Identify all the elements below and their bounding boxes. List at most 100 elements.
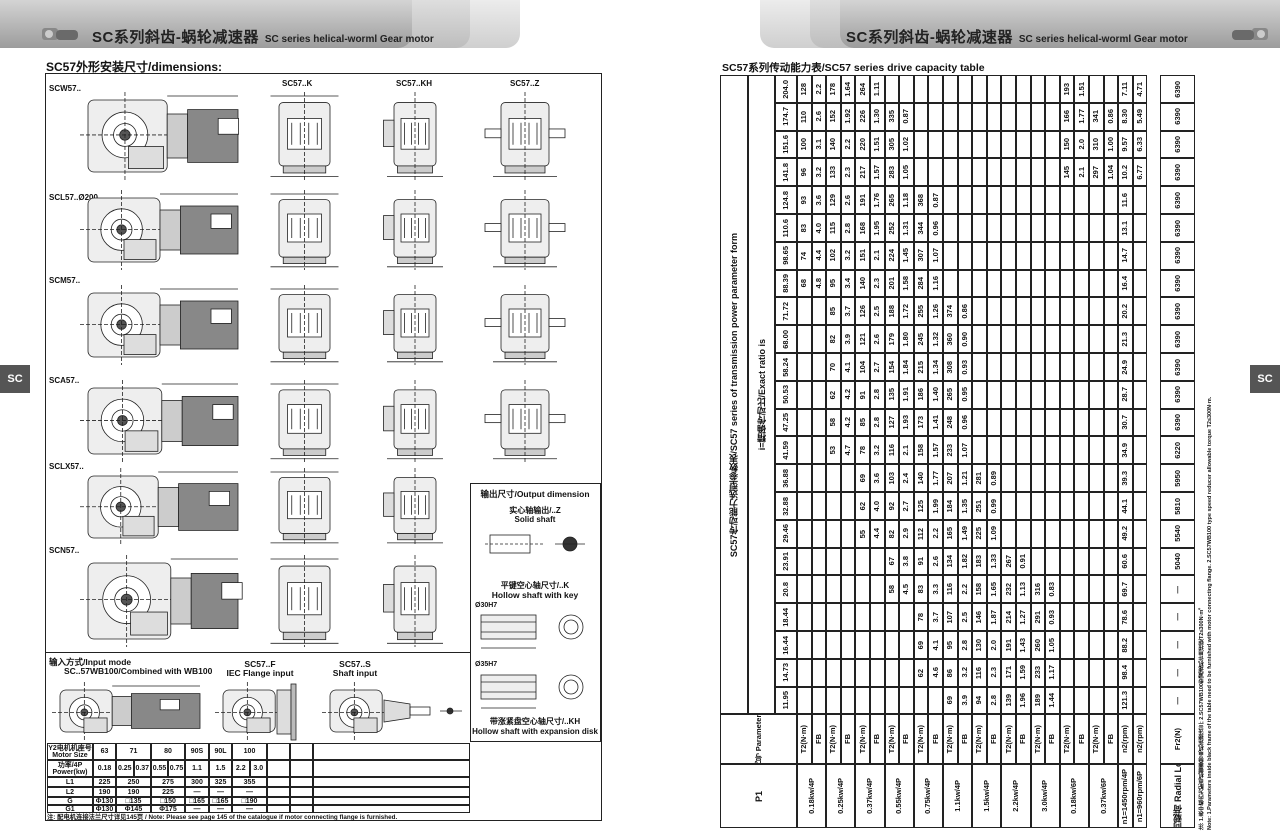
exact-ratio-label-text: i=精确传动比/Exact ratio is (756, 339, 767, 451)
data-cell: 224 (884, 241, 900, 270)
data-cell: 191 (855, 186, 870, 214)
data-cell (1089, 408, 1104, 437)
data-cell: 220 (855, 130, 870, 159)
data-cell-text: 2.6 (843, 194, 853, 206)
data-cell-text: 151 (857, 249, 867, 262)
data-cell: 49.2 (1118, 519, 1133, 548)
data-cell-text: 360 (945, 332, 955, 346)
radial-load-cell-text: — (1172, 613, 1182, 621)
parameter-label: T2(N·m) (855, 714, 870, 765)
radial-load-param-text: Fr2(N) (1172, 728, 1182, 751)
data-cell-text: 1.26 (930, 303, 940, 319)
parameter-label-text: FB (930, 734, 940, 745)
data-cell-text: 305 (886, 138, 896, 151)
data-cell: 1.32 (928, 325, 943, 353)
data-cell-text: 1.07 (959, 442, 969, 458)
parameter-label-text: T2(N·m) (945, 725, 955, 754)
ratio-cell: 204.0 (775, 75, 797, 103)
data-cell (1132, 658, 1148, 687)
radial-load-cell-text: 6390 (1172, 414, 1182, 431)
data-cell-text: 1.93 (901, 415, 911, 430)
data-cell (797, 686, 812, 715)
data-cell (972, 75, 987, 103)
capacity-table-title: SC57系列传动能力表/SC57 series drive capacity t… (722, 62, 985, 74)
data-cell (1103, 408, 1119, 437)
data-cell-text: 133 (828, 166, 838, 179)
data-cell (811, 464, 827, 492)
radial-load-cell: — (1160, 631, 1195, 659)
data-cell (1016, 325, 1031, 353)
data-cell-text: 4.7 (843, 445, 853, 456)
data-cell-text: 140 (857, 277, 867, 290)
data-cell: 215 (913, 353, 929, 381)
data-cell: 166 (1059, 102, 1075, 131)
data-cell (1074, 408, 1089, 437)
data-cell: 4.71 (1132, 75, 1148, 103)
data-cell (1016, 214, 1031, 242)
data-cell (1030, 325, 1046, 353)
data-cell (1059, 519, 1075, 548)
motor-power-cell: 0.25 (116, 760, 134, 777)
data-cell: 0.87 (928, 186, 943, 214)
data-cell (1016, 297, 1031, 326)
table-note-cn: 注: 1.表中框内为配电机需要带电机连接法兰; 2.SC57WB100型减速机许… (1199, 604, 1205, 830)
radial-load-cell-text: 6390 (1172, 275, 1182, 292)
data-cell: 151 (855, 241, 870, 270)
data-cell-text: 1.31 (901, 220, 911, 236)
data-cell-text: 95 (945, 640, 955, 650)
data-cell-text: 1.72 (901, 303, 911, 319)
data-cell: 93 (797, 186, 812, 214)
data-cell: 6.33 (1132, 130, 1148, 159)
data-cell-text: 39.3 (1120, 470, 1130, 486)
motor-g-cell: □190 (232, 797, 267, 805)
data-cell (1089, 519, 1104, 548)
motor-g-cell: Φ130 (93, 797, 116, 805)
data-cell: 78.6 (1118, 603, 1133, 631)
data-cell (1030, 214, 1046, 242)
data-cell: 24.9 (1118, 353, 1133, 381)
data-cell-text: 53 (828, 446, 838, 455)
data-cell: 3.8 (899, 547, 914, 576)
data-cell-text: 69 (857, 473, 867, 483)
data-cell (1045, 102, 1060, 131)
data-cell (811, 603, 827, 631)
data-cell: 3.9 (957, 686, 973, 715)
data-cell (1001, 241, 1016, 270)
data-cell (826, 658, 841, 687)
data-cell (1103, 380, 1119, 409)
parameter-label: n2(rpm) (1118, 714, 1133, 765)
data-cell-text: 1.64 (843, 81, 853, 97)
data-cell-text: 2.0 (989, 639, 999, 651)
data-cell: 60.6 (1118, 547, 1133, 576)
data-cell-text: 60.6 (1120, 554, 1130, 569)
shaft-input-drawing (322, 682, 462, 740)
data-cell (1045, 353, 1060, 381)
data-cell (1103, 75, 1119, 103)
data-cell (928, 102, 943, 131)
data-cell-text: 34.9 (1120, 442, 1130, 458)
motor-l1-cell: 355 (232, 777, 267, 787)
ratio-cell-text: 41.59 (781, 440, 790, 460)
motor-power-cell: 1.1 (185, 760, 209, 777)
power-label-text: 0.55kw/4P (894, 778, 904, 815)
data-cell: 2.5 (957, 603, 973, 631)
motor-l1-cell: 325 (209, 777, 232, 787)
data-cell: 83 (913, 575, 929, 604)
data-cell: 233 (943, 436, 958, 465)
data-cell (1016, 102, 1031, 131)
motor-l2-cell: — (232, 787, 267, 797)
parameter-label-text: FB (872, 734, 882, 745)
scm-kh-drawing (383, 285, 443, 365)
data-cell (1089, 380, 1104, 409)
data-cell-text: 96 (799, 168, 809, 177)
data-cell (957, 241, 973, 270)
data-cell-text: 1.13 (1018, 581, 1028, 597)
data-cell (797, 547, 812, 576)
data-cell (913, 158, 929, 187)
data-cell-text: 78 (916, 612, 926, 622)
data-cell-text: 2.3 (843, 167, 853, 178)
motor-table-empty-cell (313, 760, 470, 777)
data-cell (972, 214, 987, 242)
data-cell (1030, 130, 1046, 159)
data-cell: 251 (972, 492, 987, 520)
